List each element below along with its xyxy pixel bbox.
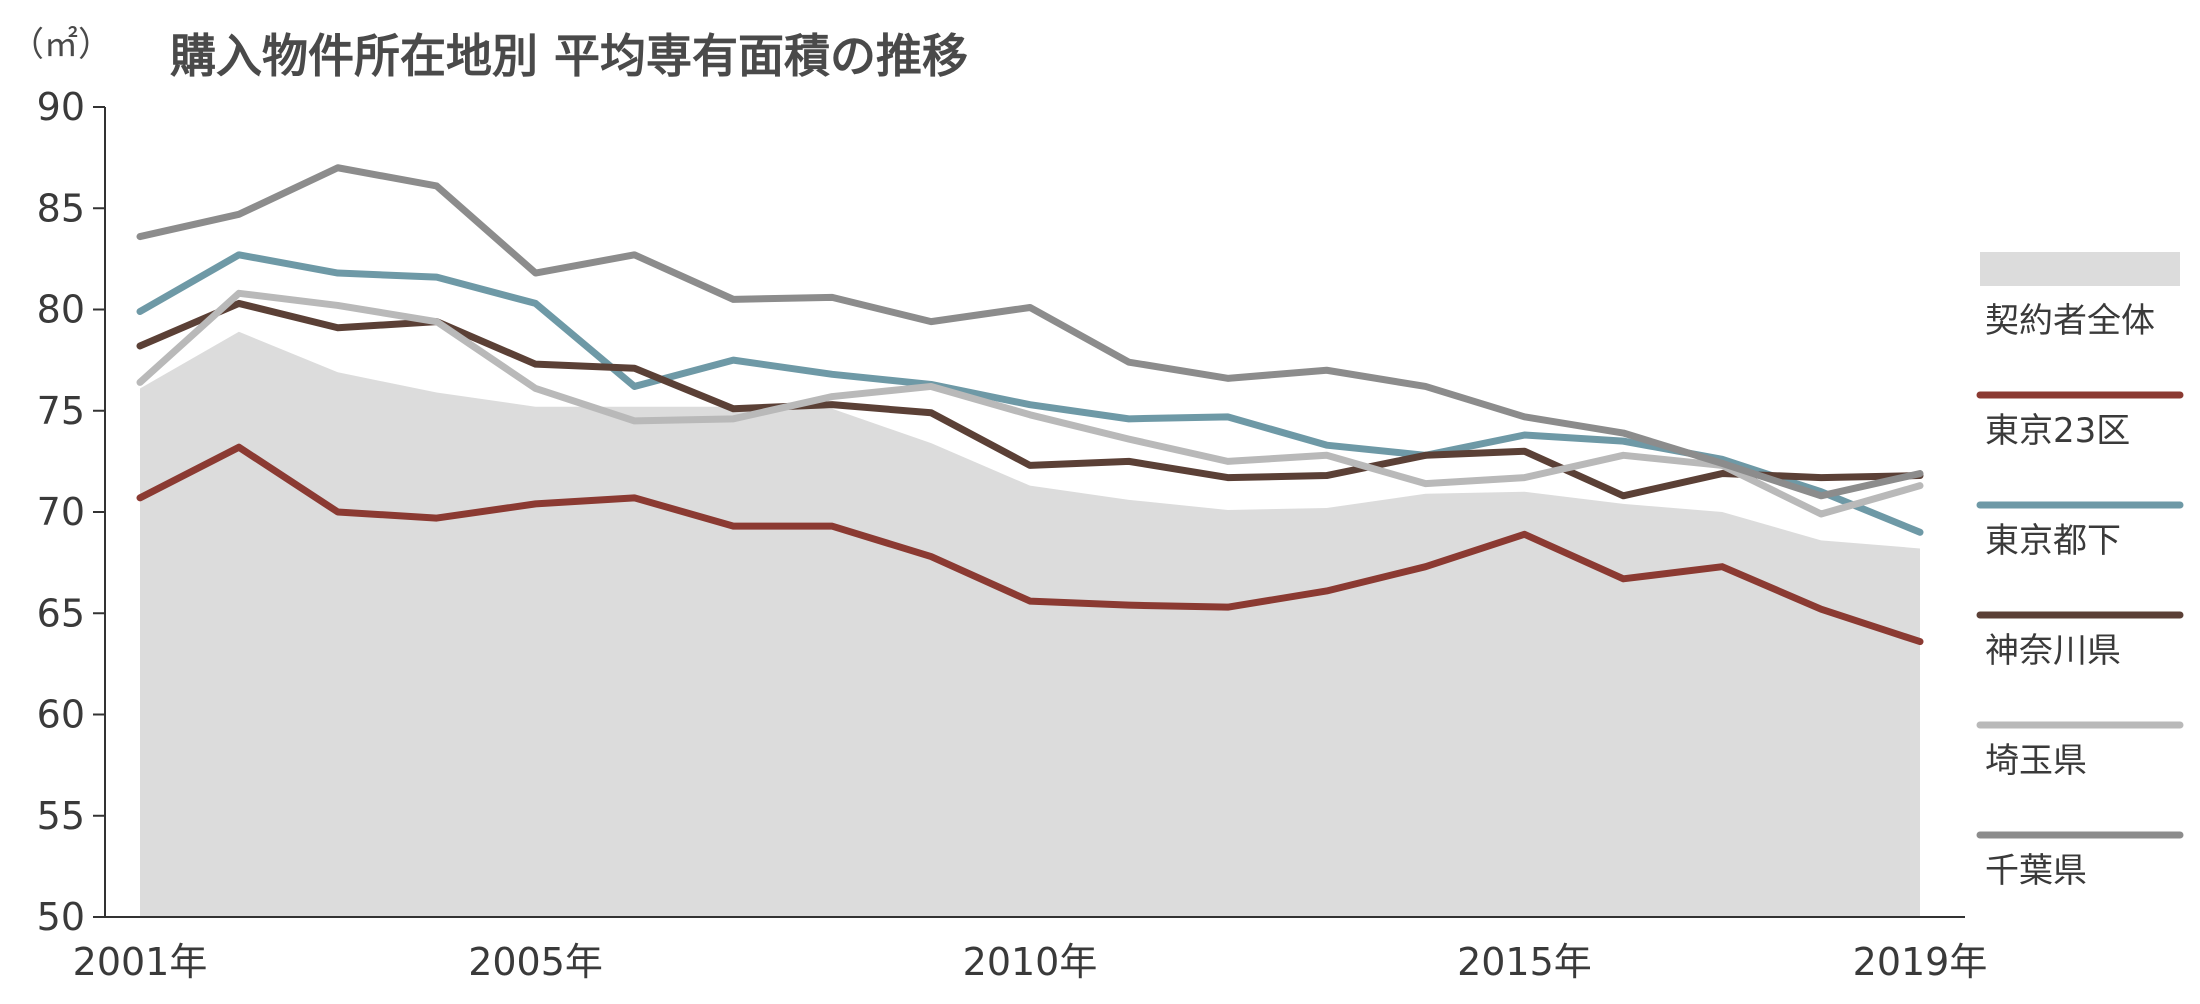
x-tick-label: 2001年 (73, 940, 208, 984)
y-tick-label: 90 (37, 85, 85, 129)
y-tick-label: 85 (37, 186, 85, 230)
y-tick-label: 65 (37, 591, 85, 635)
y-tick-label: 75 (37, 389, 85, 433)
legend-label: 埼玉県 (1985, 741, 2087, 781)
unit-label: （㎡） (10, 25, 112, 65)
axes-layer: 50 55 60 65 70 75 80 85 90 2001年 2005年 2010年 2015年 20… (37, 85, 1988, 984)
y-tick-label: 80 (37, 288, 85, 332)
area-series-all-contracts (140, 331, 1920, 917)
legend-label: 契約者全体 (1985, 301, 2155, 341)
legend-label: 東京都下 (1985, 521, 2121, 561)
chart-title: 購入物件所在地別 平均専有面積の推移 (170, 29, 968, 83)
x-tick-label: 2015年 (1457, 940, 1592, 984)
series-line-2 (136, 251, 1924, 536)
x-tick-label: 2010年 (963, 940, 1098, 984)
y-tick-label: 70 (37, 490, 85, 534)
legend-label: 千葉県 (1985, 851, 2087, 891)
series-line-4 (136, 289, 1924, 518)
lines-layer (136, 164, 1924, 646)
x-tick-label: 2019年 (1853, 940, 1988, 984)
legend-label: 東京23区 (1985, 411, 2130, 451)
series-line-5 (136, 164, 1924, 500)
legend-swatch-area (1980, 252, 2180, 286)
y-tick-label: 50 (37, 895, 85, 939)
y-tick-label: 55 (37, 794, 85, 838)
series-line-1 (136, 443, 1924, 646)
legend-label: 神奈川県 (1985, 631, 2121, 671)
y-tick-label: 60 (37, 693, 85, 737)
area-layer (140, 331, 1920, 917)
x-tick-label: 2005年 (468, 940, 603, 984)
